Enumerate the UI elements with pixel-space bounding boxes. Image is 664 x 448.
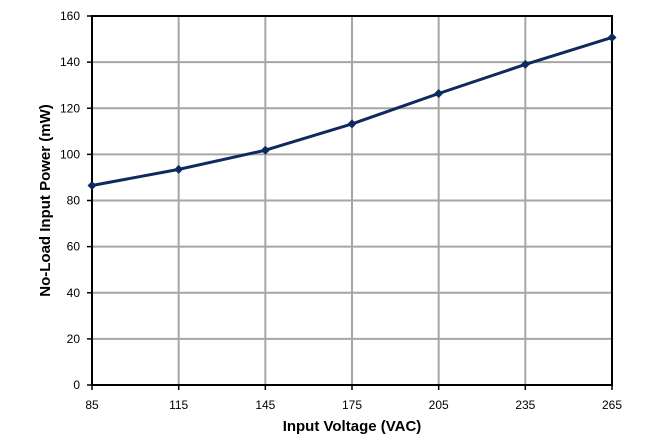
x-axis-title: Input Voltage (VAC): [283, 418, 422, 435]
x-tick-label: 145: [255, 398, 275, 412]
data-point-marker: [174, 164, 184, 174]
x-tick-label: 115: [169, 398, 188, 412]
y-tick-label: 0: [73, 378, 80, 392]
axis-tick-marks: [87, 15, 613, 390]
y-axis-title: No-Load Input Power (mW): [37, 104, 54, 296]
x-tick-label: 175: [342, 398, 362, 412]
grid-lines: [91, 15, 613, 386]
y-tick-label: 60: [67, 240, 81, 254]
x-axis-tick-labels: 85 115 145 175 205 235 265: [85, 398, 622, 412]
data-point-marker: [260, 145, 270, 155]
y-axis-tick-labels: 0 20 40 60 80 100 120 140 160: [60, 9, 80, 392]
y-tick-label: 40: [67, 286, 81, 300]
x-tick-label: 265: [602, 398, 622, 412]
data-point-marker: [87, 181, 97, 191]
data-point-marker: [607, 32, 617, 42]
y-tick-label: 160: [60, 9, 80, 23]
data-point-marker: [347, 119, 357, 129]
y-tick-label: 20: [67, 332, 81, 346]
data-series: [87, 32, 617, 191]
data-point-marker: [520, 59, 530, 69]
y-tick-label: 80: [67, 194, 81, 208]
y-tick-label: 140: [60, 55, 80, 69]
x-tick-label: 235: [515, 398, 535, 412]
data-point-marker: [434, 88, 444, 98]
y-tick-label: 120: [60, 101, 80, 115]
x-tick-label: 205: [429, 398, 449, 412]
y-tick-label: 100: [60, 147, 80, 161]
x-tick-label: 85: [85, 398, 99, 412]
